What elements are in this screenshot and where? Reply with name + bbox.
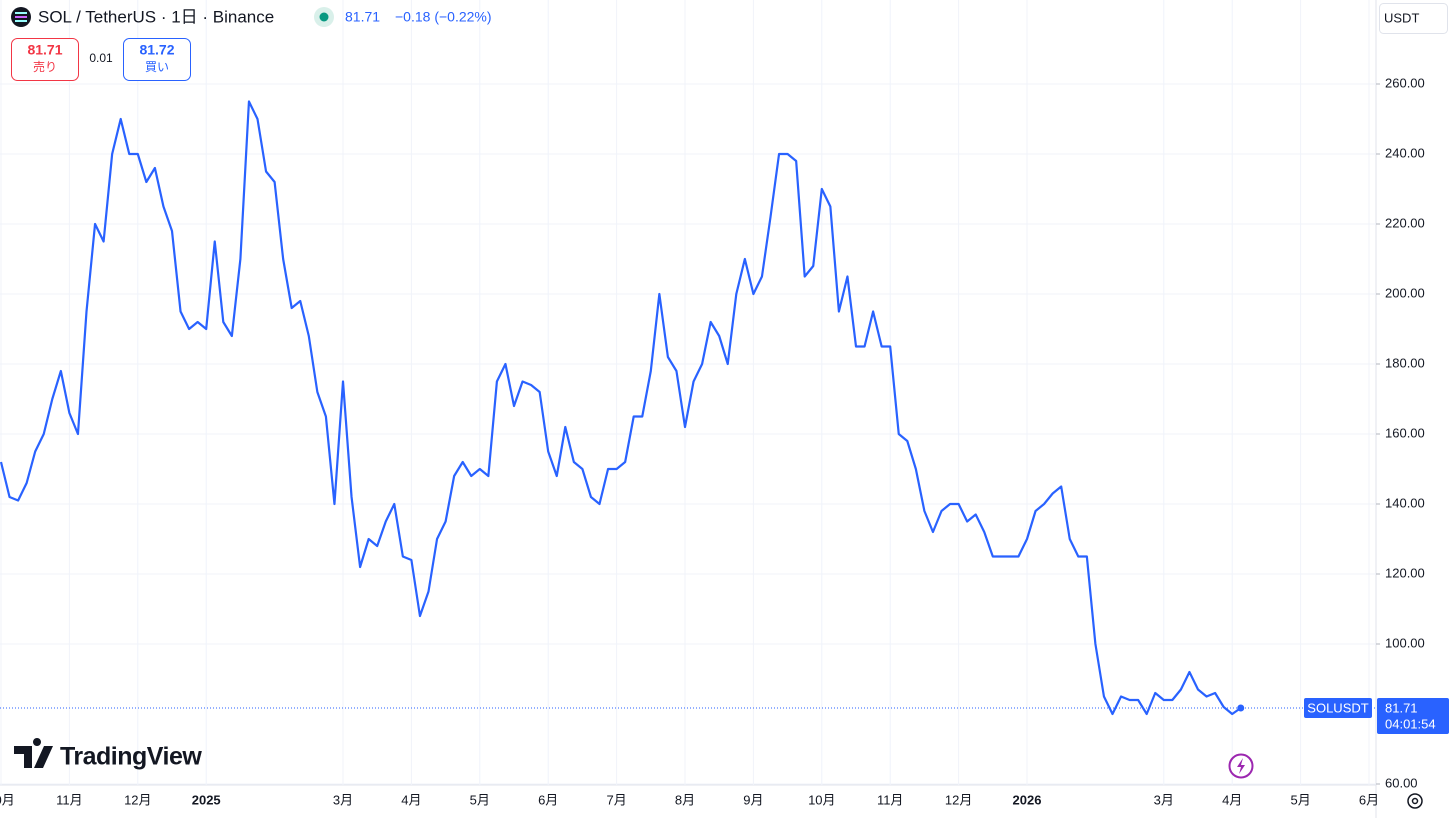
buy-button[interactable] (123, 38, 191, 81)
y-tick-label: 160.00 (1385, 425, 1425, 440)
status-dot (319, 12, 329, 22)
logo-icon (14, 737, 53, 768)
x-tick-label: 6月 (1359, 792, 1379, 807)
logo: TradingView (60, 743, 202, 771)
x-tick-label: 3月 (333, 792, 353, 807)
series-name: SOLUSDT (1307, 700, 1368, 715)
symbol-title[interactable]: SOL / TetherUS · 1日 · Binance (38, 7, 274, 26)
x-tick-label: 11月 (56, 792, 83, 807)
x-tick-label: 4月 (401, 792, 421, 807)
event-icon-bolt (1237, 758, 1245, 774)
x-tick-label: 9月 (743, 792, 763, 807)
sell-price[interactable]: 81.71 (27, 42, 62, 58)
price-line (0, 100, 1242, 716)
y-tick-label: 120.00 (1385, 565, 1425, 580)
price-badge-value: 81.71 (1385, 700, 1418, 715)
x-tick-label: 2025 (192, 792, 221, 807)
buy-price[interactable]: 81.72 (139, 42, 174, 58)
x-tick-label: 5月 (470, 792, 490, 807)
x-tick-label: 8月 (675, 792, 695, 807)
sell-label[interactable]: 売り (33, 59, 57, 74)
last-price: 81.71 (345, 9, 380, 25)
x-tick-label: 11月 (877, 792, 904, 807)
x-tick-label: 12月 (124, 792, 151, 807)
y-tick-label: 260.00 (1385, 75, 1425, 90)
series-name-badge (1304, 698, 1372, 719)
y-tick-label: 240.00 (1385, 145, 1425, 160)
price-badge (1377, 698, 1449, 735)
y-tick-label: 180.00 (1385, 355, 1425, 370)
x-tick-label: 2026 (1013, 792, 1042, 807)
symbol-icon-bar (15, 12, 27, 14)
x-tick-label: 4月 (1222, 792, 1242, 807)
x-tick-label: 10月 (0, 792, 15, 807)
symbol-icon-bar (15, 20, 27, 22)
sell-button[interactable] (11, 38, 79, 81)
last-price-dot (1237, 704, 1245, 712)
spread: 0.01 (89, 51, 113, 65)
x-tick-label: 6月 (538, 792, 558, 807)
settings-icon-center (1411, 797, 1419, 805)
symbol-icon-bar (15, 16, 27, 18)
currency-button[interactable] (1379, 3, 1448, 34)
y-tick-label: 140.00 (1385, 495, 1425, 510)
buy-label[interactable]: 買い (145, 60, 169, 74)
price-change: −0.18 (−0.22%) (395, 9, 492, 25)
y-tick-label: 100.00 (1385, 635, 1425, 650)
x-tick-label: 7月 (606, 792, 626, 807)
x-tick-label: 3月 (1154, 792, 1174, 807)
y-tick-label: 220.00 (1385, 215, 1425, 230)
x-tick-label: 5月 (1290, 792, 1310, 807)
y-tick-label: 60.00 (1385, 775, 1418, 790)
y-tick-label: 200.00 (1385, 285, 1425, 300)
x-tick-label: 10月 (808, 792, 835, 807)
price-badge-countdown: 04:01:54 (1385, 716, 1436, 731)
settings-icon[interactable] (1407, 793, 1423, 809)
x-tick-label: 12月 (945, 792, 972, 807)
currency[interactable]: USDT (1384, 10, 1419, 25)
